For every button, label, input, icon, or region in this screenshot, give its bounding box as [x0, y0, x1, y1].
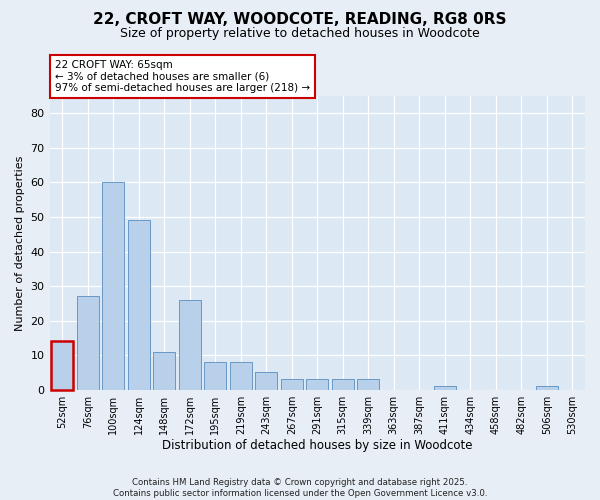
- Bar: [256, 372, 277, 390]
- Bar: [128, 220, 149, 390]
- Bar: [307, 380, 328, 390]
- Text: Contains HM Land Registry data © Crown copyright and database right 2025.
Contai: Contains HM Land Registry data © Crown c…: [113, 478, 487, 498]
- Bar: [281, 380, 302, 390]
- Text: 22, CROFT WAY, WOODCOTE, READING, RG8 0RS: 22, CROFT WAY, WOODCOTE, READING, RG8 0R…: [93, 12, 507, 28]
- Bar: [77, 296, 98, 390]
- Bar: [103, 182, 124, 390]
- Bar: [230, 362, 251, 390]
- Bar: [52, 342, 73, 390]
- Y-axis label: Number of detached properties: Number of detached properties: [15, 155, 25, 330]
- Bar: [205, 362, 226, 390]
- Bar: [536, 386, 557, 390]
- Bar: [434, 386, 455, 390]
- Bar: [332, 380, 353, 390]
- Bar: [154, 352, 175, 390]
- X-axis label: Distribution of detached houses by size in Woodcote: Distribution of detached houses by size …: [162, 440, 473, 452]
- Bar: [52, 342, 73, 390]
- Bar: [358, 380, 379, 390]
- Text: 22 CROFT WAY: 65sqm
← 3% of detached houses are smaller (6)
97% of semi-detached: 22 CROFT WAY: 65sqm ← 3% of detached hou…: [55, 60, 310, 93]
- Text: Size of property relative to detached houses in Woodcote: Size of property relative to detached ho…: [120, 28, 480, 40]
- Bar: [179, 300, 200, 390]
